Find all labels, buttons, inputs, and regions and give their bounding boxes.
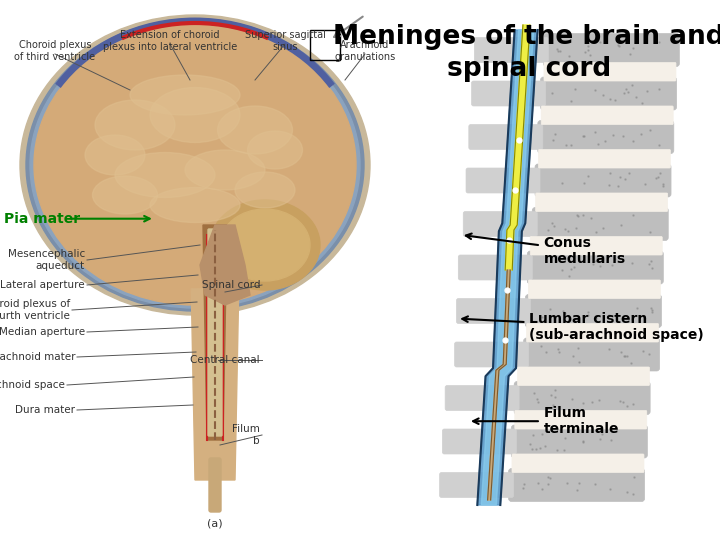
Text: Choroid plexus
of third ventricle: Choroid plexus of third ventricle xyxy=(14,40,96,62)
Text: Superior sagittal
sinus: Superior sagittal sinus xyxy=(245,30,325,52)
Text: Lumbar cistern
(sub-arachnoid space): Lumbar cistern (sub-arachnoid space) xyxy=(462,312,704,342)
Ellipse shape xyxy=(34,25,356,305)
FancyBboxPatch shape xyxy=(515,410,647,429)
FancyBboxPatch shape xyxy=(541,77,677,110)
FancyBboxPatch shape xyxy=(530,237,662,255)
FancyBboxPatch shape xyxy=(514,382,650,415)
Polygon shape xyxy=(190,225,240,480)
FancyBboxPatch shape xyxy=(469,125,543,150)
FancyBboxPatch shape xyxy=(539,150,670,168)
Text: Median aperture: Median aperture xyxy=(0,327,85,337)
Ellipse shape xyxy=(185,150,265,190)
Text: Extension of choroid
plexus into lateral ventricle: Extension of choroid plexus into lateral… xyxy=(103,30,237,52)
Text: Filum
terminale: Filum terminale xyxy=(473,406,619,436)
Text: Choroid plexus of
fourth ventricle: Choroid plexus of fourth ventricle xyxy=(0,299,70,321)
Text: Central canal: Central canal xyxy=(190,355,260,365)
FancyBboxPatch shape xyxy=(466,168,540,193)
Ellipse shape xyxy=(130,75,240,115)
FancyBboxPatch shape xyxy=(459,255,532,280)
Text: Arachnoid
granulations: Arachnoid granulations xyxy=(334,40,395,62)
Bar xyxy=(310,30,340,60)
FancyBboxPatch shape xyxy=(523,338,660,371)
Polygon shape xyxy=(481,30,534,505)
Text: Subarachnoid space: Subarachnoid space xyxy=(0,380,65,390)
FancyBboxPatch shape xyxy=(532,207,668,240)
Polygon shape xyxy=(203,225,227,440)
FancyBboxPatch shape xyxy=(208,229,222,436)
Text: Arachnoid mater: Arachnoid mater xyxy=(0,352,75,362)
FancyBboxPatch shape xyxy=(512,454,644,472)
FancyBboxPatch shape xyxy=(527,251,663,284)
FancyBboxPatch shape xyxy=(536,193,667,212)
Text: Pia mater: Pia mater xyxy=(4,212,80,226)
Text: Dura mater: Dura mater xyxy=(15,405,75,415)
FancyBboxPatch shape xyxy=(528,280,660,299)
Ellipse shape xyxy=(217,106,292,154)
Polygon shape xyxy=(487,270,510,500)
FancyBboxPatch shape xyxy=(209,458,221,512)
Text: Conus
medullaris: Conus medullaris xyxy=(466,233,626,266)
FancyBboxPatch shape xyxy=(508,469,644,502)
Ellipse shape xyxy=(20,15,370,315)
FancyBboxPatch shape xyxy=(538,120,674,153)
Ellipse shape xyxy=(248,131,302,169)
Ellipse shape xyxy=(30,22,360,308)
Text: Lateral aperture: Lateral aperture xyxy=(1,280,85,290)
FancyBboxPatch shape xyxy=(456,299,531,323)
FancyBboxPatch shape xyxy=(518,367,649,386)
FancyBboxPatch shape xyxy=(442,429,516,454)
Ellipse shape xyxy=(235,172,295,208)
Ellipse shape xyxy=(150,87,240,143)
Ellipse shape xyxy=(95,100,175,150)
FancyBboxPatch shape xyxy=(511,425,647,458)
Text: (a): (a) xyxy=(207,518,222,528)
Polygon shape xyxy=(200,225,250,305)
Polygon shape xyxy=(477,30,538,505)
FancyBboxPatch shape xyxy=(440,472,513,497)
Ellipse shape xyxy=(210,200,320,290)
Polygon shape xyxy=(505,25,530,270)
FancyBboxPatch shape xyxy=(526,294,662,327)
FancyBboxPatch shape xyxy=(526,323,659,342)
FancyBboxPatch shape xyxy=(445,386,519,410)
Ellipse shape xyxy=(92,176,158,214)
FancyBboxPatch shape xyxy=(463,212,537,237)
Ellipse shape xyxy=(26,19,364,311)
FancyBboxPatch shape xyxy=(535,164,671,197)
Text: Spinal cord: Spinal cord xyxy=(202,280,260,290)
Ellipse shape xyxy=(85,135,145,175)
Ellipse shape xyxy=(150,187,240,222)
Ellipse shape xyxy=(115,152,215,198)
Text: Filum
b: Filum b xyxy=(232,424,260,446)
FancyBboxPatch shape xyxy=(454,342,528,367)
FancyBboxPatch shape xyxy=(472,81,546,106)
FancyBboxPatch shape xyxy=(474,37,549,63)
Ellipse shape xyxy=(45,23,345,287)
Ellipse shape xyxy=(220,209,310,281)
Text: Mesencephalic
aqueduct: Mesencephalic aqueduct xyxy=(8,249,85,271)
FancyBboxPatch shape xyxy=(544,63,676,81)
FancyBboxPatch shape xyxy=(544,33,680,66)
FancyBboxPatch shape xyxy=(541,106,673,125)
FancyArrowPatch shape xyxy=(334,17,363,37)
Text: Meninges of the brain and
spinal cord: Meninges of the brain and spinal cord xyxy=(333,24,720,82)
